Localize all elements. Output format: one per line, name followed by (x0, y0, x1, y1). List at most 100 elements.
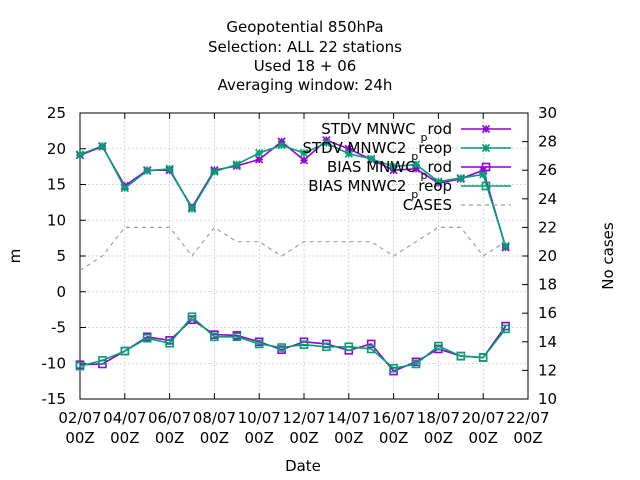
legend-item: STDV MNWC2 preop (302, 139, 511, 163)
x-tick-label-hour: 00Z (513, 429, 542, 447)
y-axis-label: m (6, 249, 24, 264)
title-line-1: Geopotential 850hPa (226, 18, 383, 36)
data-point (98, 356, 107, 365)
legend-item: BIAS MNWC prod (327, 158, 511, 182)
data-point (366, 344, 376, 354)
data-point (456, 173, 465, 183)
data-point (165, 164, 174, 173)
title-line-2: Selection: ALL 22 stations (208, 38, 402, 56)
y2-tick-label: 10 (538, 390, 557, 408)
x-tick-label-date: 18/07 (417, 409, 460, 427)
y-tick-label: 25 (47, 104, 66, 122)
data-point (344, 342, 354, 352)
title-line-3: Used 18 + 06 (254, 57, 357, 75)
y2-axis-label: No cases (599, 222, 617, 290)
x-tick-label-date: 14/07 (327, 409, 370, 427)
data-point (501, 241, 510, 251)
legend-marker (481, 124, 491, 134)
legend-marker (481, 162, 491, 172)
y-tick-label: 5 (56, 247, 66, 265)
data-point (187, 204, 197, 213)
legend-label: STDV MNWC2 preop (302, 139, 452, 163)
x-tick-label-hour: 00Z (200, 429, 229, 447)
data-point (367, 154, 376, 163)
axis-ticks: 02/07 00Z 04/07 00Z 06/07 00Z 08/07 00Z 10/07 00Z… (42, 104, 558, 447)
legend-item: BIAS MNWC2 preop (308, 177, 511, 201)
data-point (277, 141, 286, 150)
data-point (322, 342, 331, 352)
x-tick-label-hour: 00Z (379, 429, 408, 447)
series-3 (75, 312, 510, 373)
x-tick-label-hour: 00Z (110, 429, 139, 447)
y2-tick-label: 12 (538, 361, 557, 379)
data-point (120, 183, 129, 193)
data-point (411, 359, 421, 369)
y-tick-label: -15 (42, 390, 67, 408)
data-point (389, 363, 398, 373)
x-tick-label-date: 08/07 (193, 409, 236, 427)
legend-label: CASES (403, 196, 452, 214)
x-tick-label-hour: 00Z (245, 429, 274, 447)
x-tick-label-date: 04/07 (103, 409, 146, 427)
data-point (389, 162, 398, 171)
x-tick-label-hour: 00Z (155, 429, 184, 447)
data-point (411, 160, 421, 169)
series-line (79, 226, 506, 271)
y2-tick-label: 14 (538, 333, 557, 351)
x-tick-label-hour: 00Z (424, 429, 453, 447)
data-point (366, 339, 376, 349)
y2-tick-label: 16 (538, 304, 557, 322)
data-point (187, 312, 197, 322)
legend-marker (481, 181, 491, 191)
y2-tick-label: 20 (538, 247, 557, 265)
data-point (254, 339, 264, 349)
data-point (232, 332, 242, 342)
y-tick-label: 15 (47, 176, 66, 194)
y-tick-label: 20 (47, 140, 66, 158)
data-point (75, 361, 85, 371)
legend-marker (481, 143, 491, 153)
data-point (344, 149, 353, 158)
data-point (322, 138, 331, 148)
series-1 (75, 138, 510, 251)
x-tick-label-hour: 00Z (469, 429, 498, 447)
chart-title: Geopotential 850hPa Selection: ALL 22 st… (208, 18, 402, 94)
data-point (98, 141, 107, 151)
data-point (165, 338, 174, 348)
data-point (75, 150, 85, 159)
data-point (210, 167, 219, 176)
data-point (232, 160, 241, 169)
y2-tick-label: 22 (538, 218, 557, 236)
data-point (299, 340, 309, 349)
data-point (501, 324, 510, 334)
legend-label: BIAS MNWC prod (327, 158, 452, 182)
data-point (143, 166, 152, 176)
x-tick-label-date: 06/07 (148, 409, 191, 427)
y-tick-label: -10 (42, 354, 67, 372)
series (75, 136, 510, 376)
data-point (456, 351, 466, 361)
data-point (299, 156, 309, 165)
y-tick-label: 10 (47, 211, 66, 229)
x-tick-label-hour: 00Z (289, 429, 318, 447)
title-line-4: Averaging window: 24h (218, 76, 393, 94)
y2-tick-label: 26 (538, 161, 557, 179)
y2-tick-label: 28 (538, 133, 557, 151)
data-point (479, 170, 488, 179)
data-point (255, 155, 264, 164)
legend-label: STDV MNWC prod (321, 120, 452, 144)
x-tick-label-date: 12/07 (282, 409, 325, 427)
data-point (277, 343, 286, 352)
y2-tick-label: 30 (538, 104, 557, 122)
data-point (478, 353, 488, 362)
x-axis-label: Date (285, 457, 321, 475)
data-point (255, 148, 264, 158)
legend-label: BIAS MNWC2 preop (308, 177, 452, 201)
data-point (142, 333, 152, 343)
y-tick-label: 0 (56, 283, 66, 301)
series-4 (79, 226, 506, 271)
y2-tick-label: 18 (538, 276, 557, 294)
x-tick-label-hour: 00Z (65, 429, 94, 447)
legend-item: STDV MNWC prod (321, 120, 511, 144)
